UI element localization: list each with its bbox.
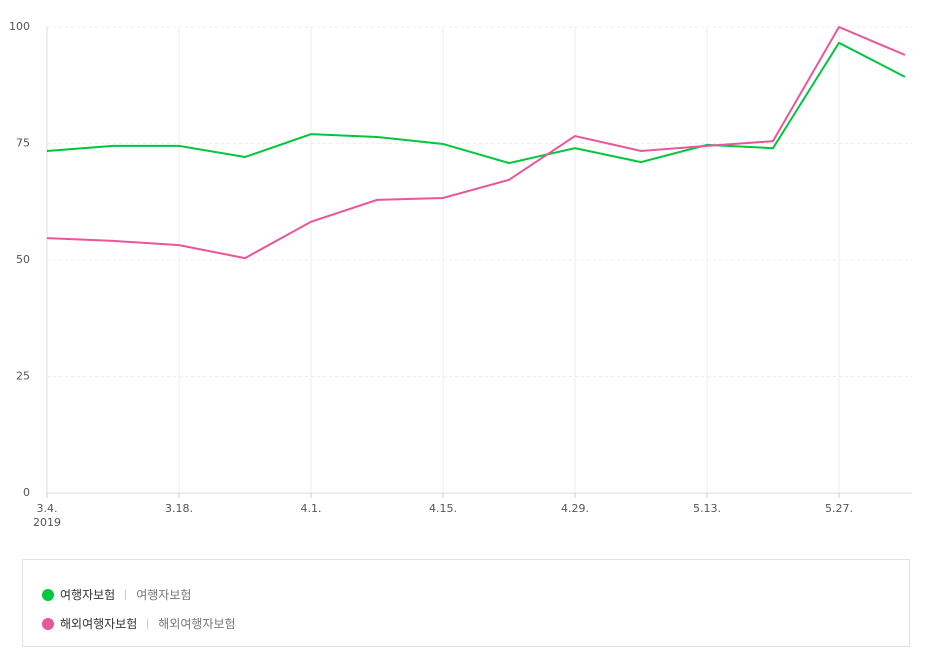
separator [147, 618, 149, 629]
x-tick-label: 3.4. [37, 502, 58, 515]
x-sublabel: 2019 [33, 516, 61, 529]
separator [125, 589, 127, 600]
x-tick-label: 4.15. [429, 502, 457, 515]
legend-swatch [42, 588, 54, 601]
chart: 0 25 50 75 100 3.4. 3.18. 4.1. 4.15. 4.29. 5.13. 5.… [9, 20, 912, 529]
x-tick-label: 5.27. [825, 502, 853, 515]
legend-item: 해외여행자보험 해외여행자보험 [23, 609, 909, 638]
series-line [46, 41, 906, 165]
y-tick-label: 50 [16, 253, 30, 266]
x-tick-label: 4.29. [561, 502, 589, 515]
legend-item: 여행자보험 여행자보험 [23, 580, 909, 609]
legend-label: 여행자보험 [60, 588, 116, 602]
legend-keyword: 여행자보험 [136, 588, 192, 602]
series-line [46, 25, 906, 260]
y-tick-label: 25 [16, 370, 30, 383]
x-tick-label: 5.13. [693, 502, 721, 515]
y-tick-label: 0 [23, 486, 30, 499]
legend-label: 해외여행자보험 [60, 617, 138, 631]
x-tick-label: 4.1. [301, 502, 322, 515]
y-tick-label: 75 [16, 137, 30, 150]
legend-swatch [42, 617, 54, 630]
y-tick-label: 100 [9, 20, 30, 33]
x-tick-label: 3.18. [165, 502, 193, 515]
legend-keyword: 해외여행자보험 [158, 617, 236, 631]
